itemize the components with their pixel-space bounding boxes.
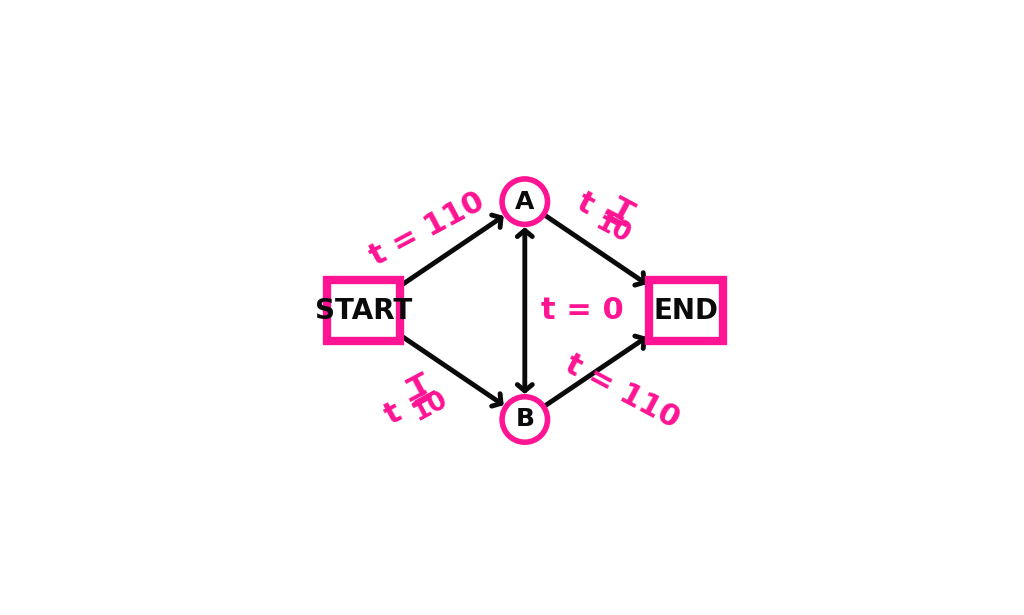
Text: t = 0: t = 0	[542, 296, 624, 325]
Text: A: A	[515, 189, 535, 213]
Text: END: END	[653, 296, 718, 325]
Text: B: B	[515, 408, 535, 432]
FancyBboxPatch shape	[649, 280, 723, 341]
Text: 10: 10	[590, 210, 634, 250]
FancyArrowPatch shape	[402, 215, 501, 284]
Text: t =: t =	[572, 188, 631, 237]
Circle shape	[502, 397, 548, 442]
FancyArrowPatch shape	[546, 216, 644, 285]
Text: t =: t =	[380, 381, 438, 430]
FancyBboxPatch shape	[327, 280, 400, 341]
Text: T: T	[404, 370, 436, 405]
FancyArrowPatch shape	[402, 337, 501, 406]
Text: t = 110: t = 110	[366, 187, 489, 271]
Circle shape	[502, 179, 548, 224]
Text: 10: 10	[409, 386, 453, 426]
Text: t = 110: t = 110	[560, 350, 684, 434]
FancyArrowPatch shape	[546, 336, 644, 405]
Text: T: T	[606, 194, 638, 229]
FancyArrowPatch shape	[517, 231, 532, 391]
Text: START: START	[315, 296, 413, 325]
